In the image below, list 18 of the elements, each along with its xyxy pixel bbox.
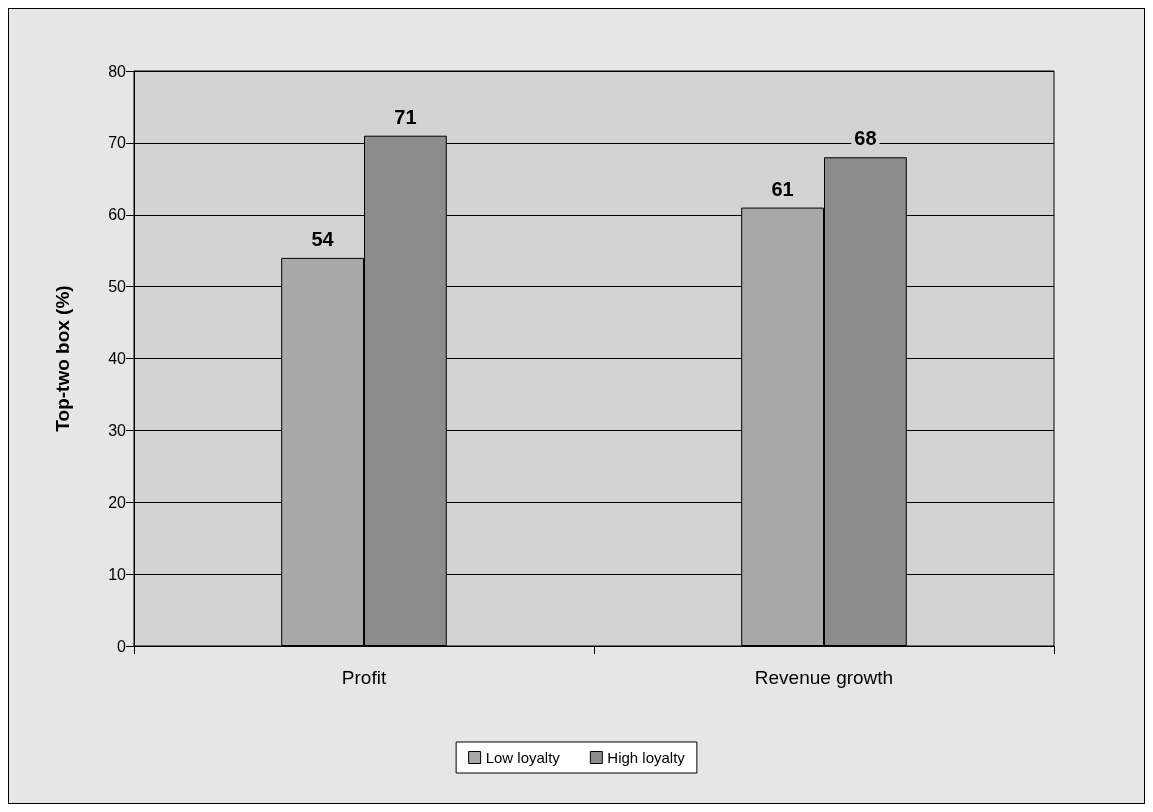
y-tick-label: 50 xyxy=(108,278,127,296)
y-tick-label: 20 xyxy=(108,493,127,511)
y-tick-label: 60 xyxy=(108,206,127,224)
y-tick-label: 30 xyxy=(108,421,127,439)
y-axis-title: Top-two box (%) xyxy=(52,285,73,432)
x-tick-label: Revenue growth xyxy=(754,667,894,688)
y-tick-label: 80 xyxy=(108,62,127,80)
y-tick-label: 70 xyxy=(108,134,127,152)
legend-label: High loyalty xyxy=(607,749,686,766)
x-tick-label: Profit xyxy=(341,667,387,688)
legend-label: Low loyalty xyxy=(485,749,561,766)
data-label: 54 xyxy=(311,227,335,250)
y-tick-label: 10 xyxy=(108,565,127,583)
data-label: 68 xyxy=(854,127,877,150)
y-tick-label: 40 xyxy=(108,350,127,367)
data-label: 61 xyxy=(771,177,794,200)
y-tick-label: 0 xyxy=(117,637,127,655)
data-label: 71 xyxy=(394,105,417,128)
